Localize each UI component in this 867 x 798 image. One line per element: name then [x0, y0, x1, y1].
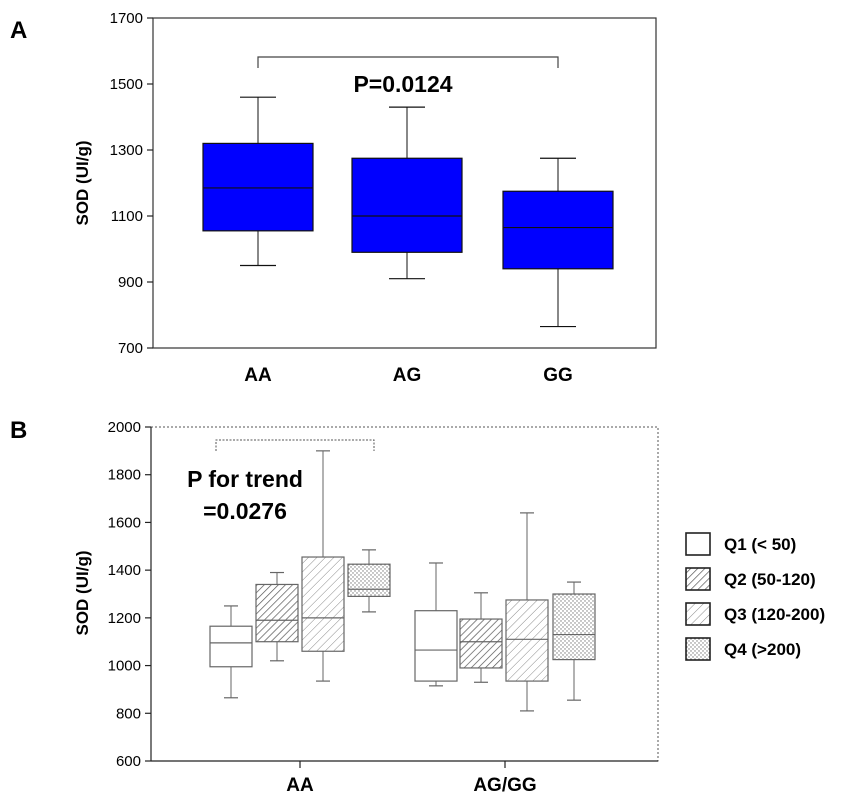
- y-tick-label: 600: [116, 753, 141, 770]
- box-iqr: [505, 599, 549, 682]
- y-tick-label: 700: [118, 340, 143, 357]
- panel-b: B 600 800 1000 1200 1400 1600 1800 2000 SOD (UI…: [10, 417, 825, 796]
- panel-a: A 700 900 1100 1300 1500 1700 SOD (UI/g) AA AG…: [10, 10, 657, 386]
- panel-a-plot-frame: [152, 17, 657, 349]
- y-tick-label: 1200: [108, 610, 141, 627]
- panel-a-significance-bracket: [257, 56, 559, 68]
- box-iqr: [202, 142, 314, 232]
- panel-b-trend-label: P for trend: [187, 466, 303, 492]
- legend-swatch: [685, 567, 711, 591]
- legend-label: Q4 (>200): [724, 640, 801, 659]
- box-iqr: [351, 157, 463, 253]
- panel-b-y-axis-label: SOD (UI/g): [73, 551, 92, 636]
- box-iqr: [414, 610, 458, 682]
- x-tick-label: AG: [393, 365, 422, 386]
- x-tick-label: AA: [286, 775, 314, 796]
- legend-swatch: [685, 602, 711, 626]
- panel-b-trend-value: =0.0276: [203, 498, 287, 524]
- box-iqr: [459, 618, 503, 669]
- y-tick-label: 1600: [108, 514, 141, 531]
- y-tick-label: 1800: [108, 467, 141, 484]
- box-iqr: [502, 190, 614, 270]
- panel-b-boxes: [209, 450, 596, 712]
- box-iqr: [209, 625, 253, 668]
- x-tick-label: AA: [244, 365, 272, 386]
- y-tick-label: 900: [118, 274, 143, 291]
- box-iqr: [255, 583, 299, 643]
- box-iqr: [347, 563, 391, 597]
- panel-b-y-axis: 600 800 1000 1200 1400 1600 1800 2000: [108, 419, 151, 770]
- panel-a-x-axis: AA AG GG: [244, 365, 573, 386]
- panel-a-y-axis: 700 900 1100 1300 1500 1700: [110, 10, 153, 357]
- legend-label: Q2 (50-120): [724, 570, 816, 589]
- panel-a-p-value: P=0.0124: [353, 71, 452, 97]
- panel-b-plot-frame: [150, 426, 659, 762]
- y-tick-label: 1000: [108, 658, 141, 675]
- box-iqr: [301, 556, 345, 652]
- y-tick-label: 2000: [108, 419, 141, 436]
- panel-b-letter: B: [10, 417, 27, 444]
- legend-swatch: [685, 532, 711, 556]
- panel-a-boxes: [202, 96, 614, 328]
- panel-a-letter: A: [10, 17, 27, 44]
- y-tick-label: 1400: [108, 562, 141, 579]
- y-tick-label: 1100: [111, 208, 143, 225]
- x-tick-label: AG/GG: [473, 775, 536, 796]
- y-tick-label: 1500: [110, 76, 143, 93]
- panel-a-y-axis-label: SOD (UI/g): [73, 141, 92, 226]
- y-tick-label: 1700: [110, 10, 143, 27]
- y-tick-label: 1300: [110, 142, 143, 159]
- legend-label: Q3 (120-200): [724, 605, 825, 624]
- legend-swatch: [685, 637, 711, 661]
- box-iqr: [552, 593, 596, 661]
- panel-b-trend-bracket: [215, 439, 375, 451]
- x-tick-label: GG: [543, 365, 573, 386]
- legend-label: Q1 (< 50): [724, 535, 796, 554]
- panel-b-legend: Q1 (< 50) Q2 (50-120) Q3 (120-200) Q4 (>200…: [685, 532, 825, 661]
- y-tick-label: 800: [116, 705, 141, 722]
- panel-b-x-axis: AA AG/GG: [286, 761, 537, 796]
